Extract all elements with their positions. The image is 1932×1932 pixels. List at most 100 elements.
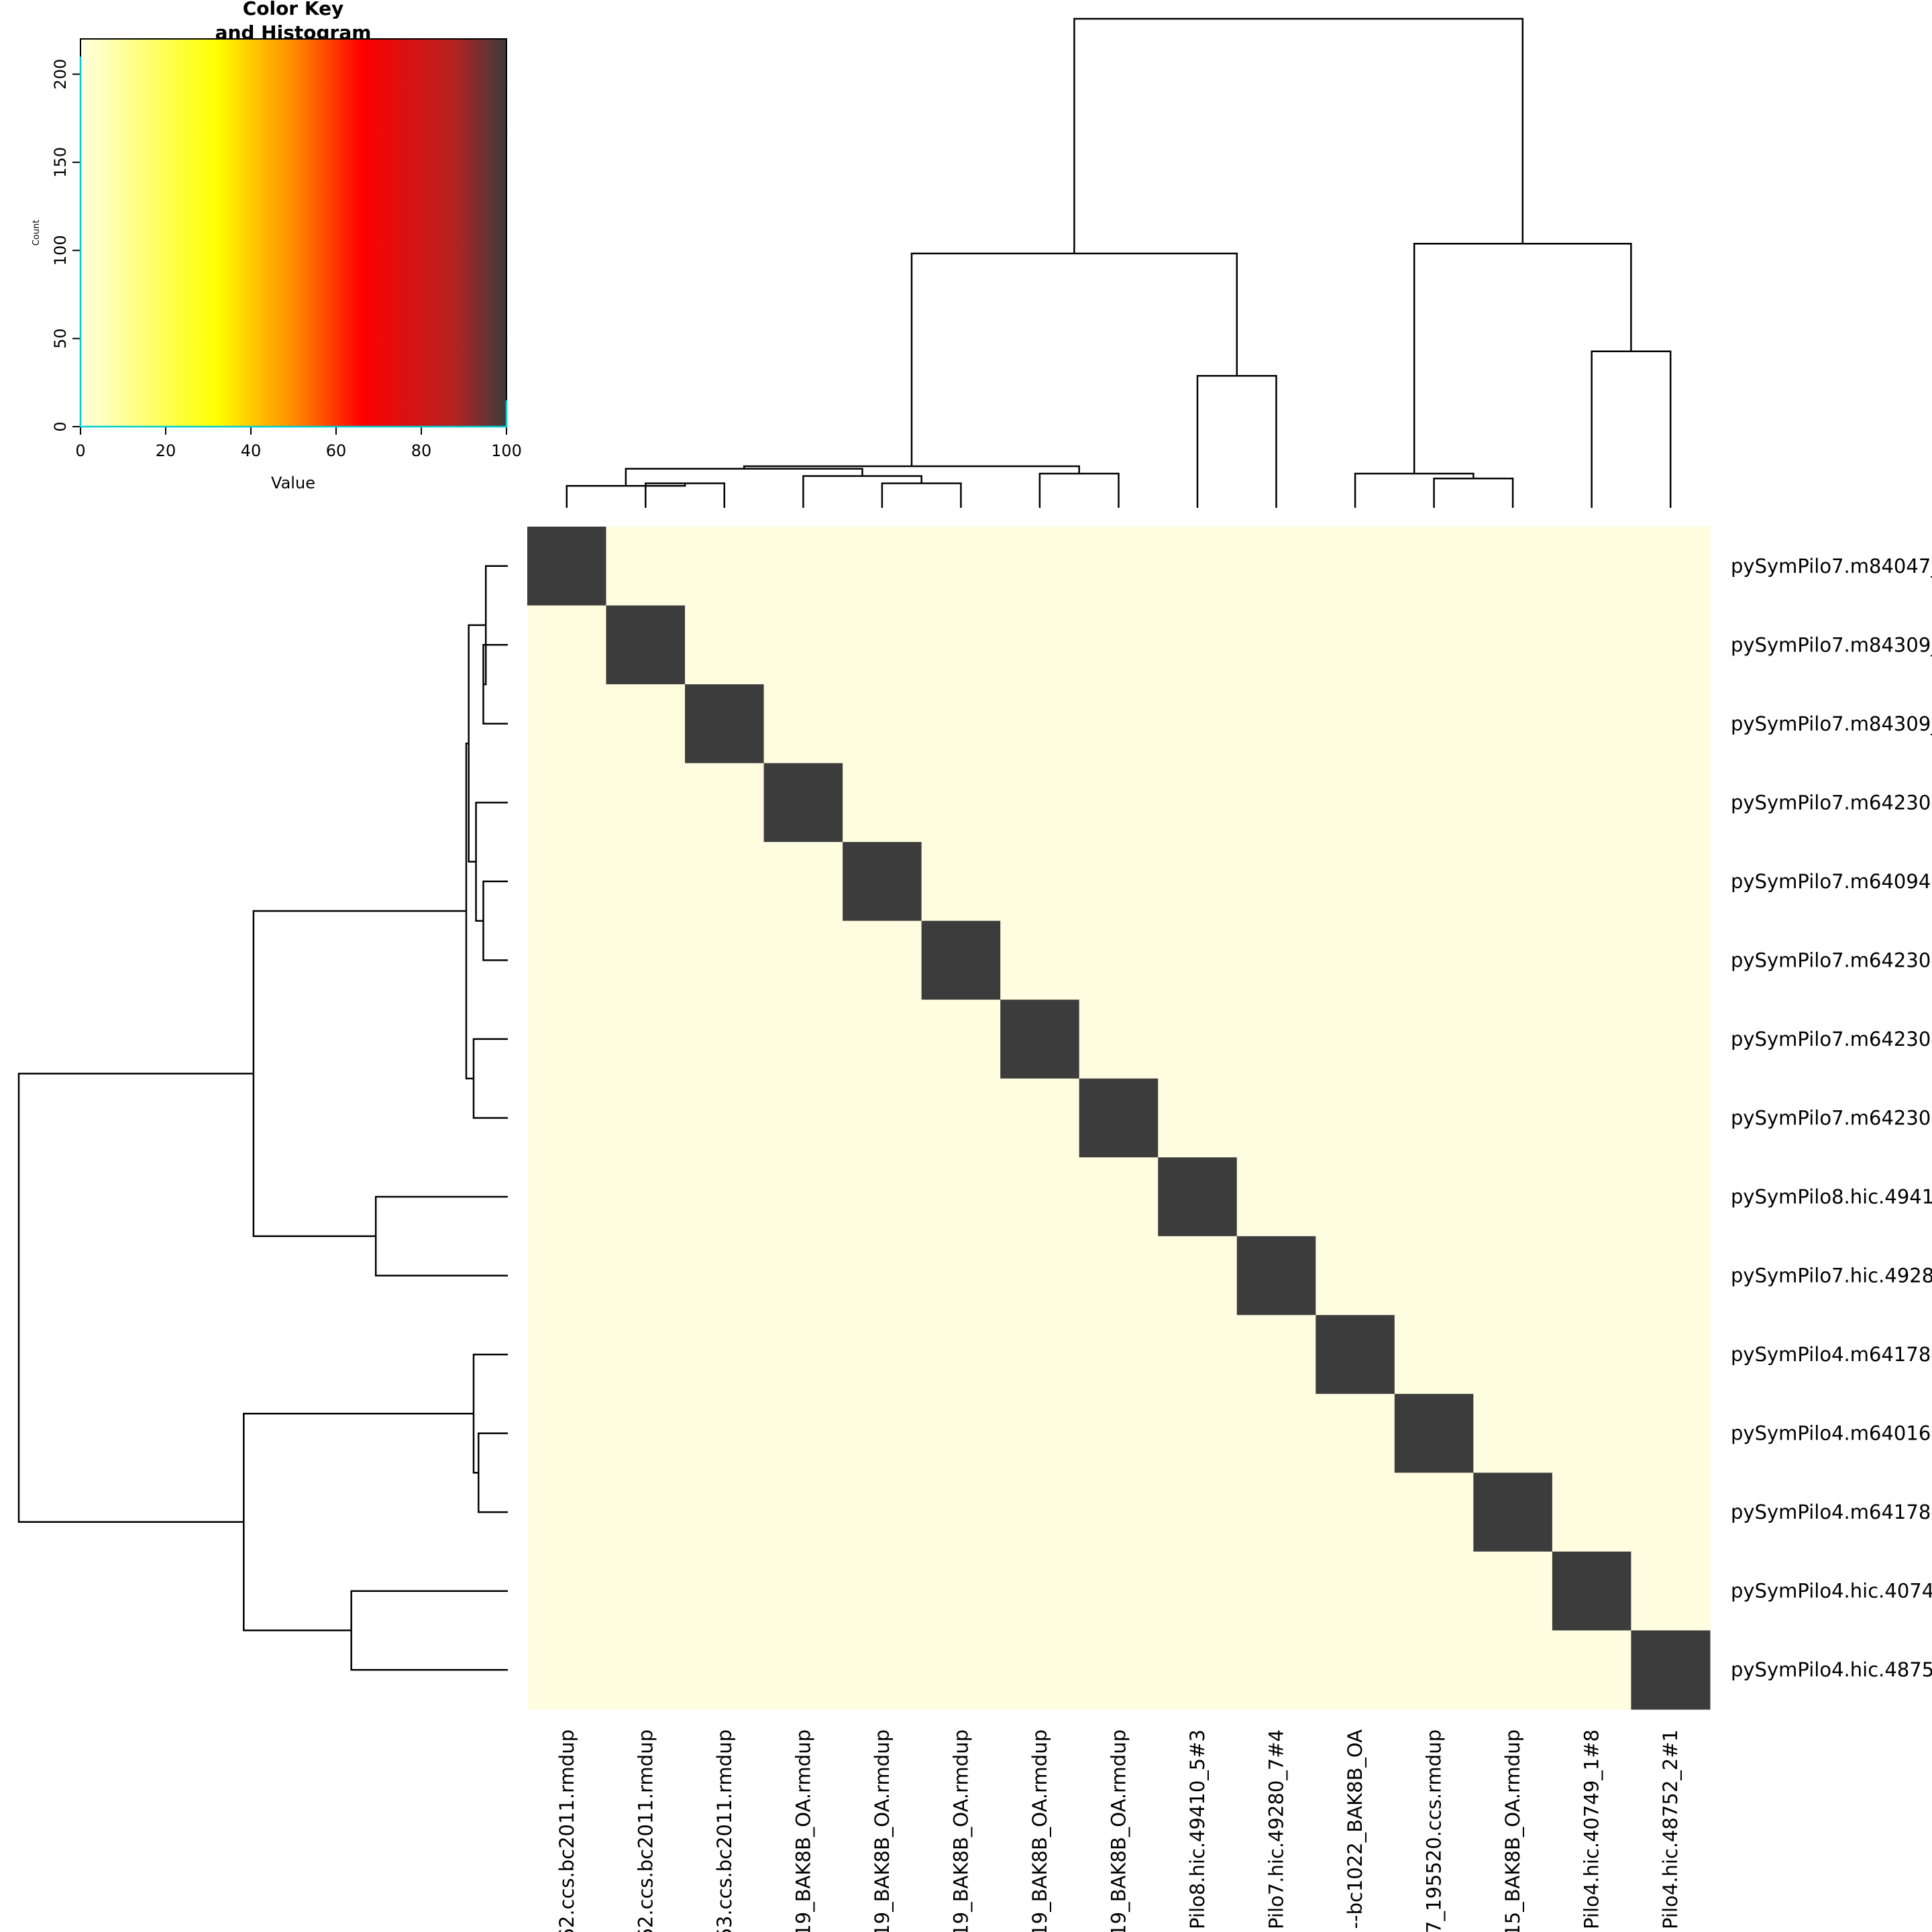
- color-key-x-tick-label: 60: [326, 441, 347, 460]
- heatmap-cell: [1394, 1078, 1474, 1158]
- heatmap-cell: [527, 1236, 607, 1316]
- color-key-x-tick-label: 100: [491, 441, 522, 460]
- row-dendrogram-branch: [17, 1073, 254, 1523]
- heatmap-cell: [1079, 527, 1159, 606]
- heatmap-cell: [1236, 1078, 1316, 1158]
- heatmap-cell: [1158, 527, 1238, 606]
- heatmap-cell: [1473, 763, 1553, 843]
- heatmap-cell: [527, 1630, 607, 1710]
- row-dendrogram-branch: [482, 880, 508, 961]
- heatmap-cell: [527, 842, 607, 922]
- heatmap-cell: [1473, 1551, 1553, 1631]
- heatmap-cell: [1316, 842, 1395, 922]
- row-dendrogram: [17, 565, 508, 1671]
- heatmap-cell: [685, 1157, 765, 1237]
- row-label: pySymPilo7.hic.4928: [1731, 1265, 1932, 1287]
- heatmap-cell: [1236, 920, 1316, 1000]
- heatmap-cell: [606, 527, 686, 606]
- heatmap-cell: [1158, 763, 1238, 843]
- heatmap-cell: [1552, 1315, 1632, 1395]
- row-dendrogram-branch: [472, 1038, 508, 1119]
- color-key: Color Key and Histogram 0 20 40 60 80 1000501…: [32, 0, 522, 492]
- heatmap-cell: [1316, 1315, 1395, 1395]
- heatmap-cell: [527, 1000, 607, 1079]
- heatmap-cell: [1316, 763, 1395, 843]
- heatmap-cell: [685, 684, 765, 764]
- heatmap-cell: [921, 920, 1001, 1000]
- column-dendrogram-branch: [566, 483, 686, 508]
- row-dendrogram-branch: [350, 1590, 508, 1671]
- heatmap-cell: [843, 920, 922, 1000]
- color-key-xlabel: Value: [271, 474, 315, 492]
- heatmap-cell: [763, 1315, 843, 1395]
- heatmap-cell: [685, 1236, 765, 1316]
- heatmap-cell: [1316, 527, 1395, 606]
- column-dendrogram-branch: [1196, 374, 1277, 508]
- heatmap-cell: [1079, 1393, 1159, 1473]
- heatmap-cell: [527, 1078, 607, 1158]
- heatmap-cell: [921, 1157, 1001, 1237]
- heatmap-cell: [763, 842, 843, 922]
- row-label: pySymPilo8.hic.4941: [1731, 1185, 1932, 1208]
- heatmap-cell: [1552, 763, 1632, 843]
- heatmap-cell: [763, 1393, 843, 1473]
- heatmap-cell: [921, 605, 1001, 685]
- column-dendrogram-branch: [910, 252, 1238, 466]
- heatmap-cell: [1236, 605, 1316, 685]
- heatmap-cell: [1394, 605, 1474, 685]
- heatmap-cell: [1316, 1551, 1395, 1631]
- color-key-ylabel: Count: [32, 220, 42, 246]
- heatmap-cell: [1236, 684, 1316, 764]
- heatmap-cell: [1631, 763, 1711, 843]
- heatmap-cell: [843, 842, 922, 922]
- row-label: pySymPilo4.hic.4875: [1731, 1658, 1932, 1681]
- heatmap-cell: [685, 842, 765, 922]
- heatmap-cell: [1000, 1472, 1080, 1552]
- heatmap-cell: [527, 1472, 607, 1552]
- heatmap-cell: [1000, 1157, 1080, 1237]
- column-label: 19_BAK8B_OA.rmdup: [1108, 1729, 1130, 1932]
- heatmap-cell: [606, 1078, 686, 1158]
- heatmap-cell: [1473, 1393, 1553, 1473]
- heatmap-cell: [685, 1630, 765, 1710]
- heatmap-cell: [685, 920, 765, 1000]
- heatmap-cell: [1473, 920, 1553, 1000]
- heatmap-cell: [1552, 1630, 1632, 1710]
- heatmap-cell: [1473, 684, 1553, 764]
- heatmap-cell: [1552, 527, 1632, 606]
- color-key-y-tick-label: 100: [51, 235, 70, 266]
- column-label: 63.ccs.bc2011.rmdup: [713, 1729, 736, 1932]
- heatmap-cell: [606, 1393, 686, 1473]
- heatmap-cell: [763, 605, 843, 685]
- heatmap-cell: [1079, 763, 1159, 843]
- heatmap-cell: [606, 605, 686, 685]
- heatmap-cell: [606, 1000, 686, 1079]
- heatmap-cell: [527, 684, 607, 764]
- column-label: 19_BAK8B_OA.rmdup: [792, 1729, 814, 1932]
- heatmap-cell: [1158, 920, 1238, 1000]
- column-label: 19_BAK8B_OA.rmdup: [949, 1729, 972, 1932]
- heatmap-cell: [1316, 1078, 1395, 1158]
- heatmap-cell: [1394, 1551, 1474, 1631]
- heatmap-cell: [1158, 605, 1238, 685]
- row-dendrogram-branch: [243, 1412, 474, 1631]
- heatmap-cell: [921, 1000, 1001, 1079]
- heatmap-cell: [606, 1236, 686, 1316]
- heatmap-cell: [685, 1393, 765, 1473]
- heatmap-cell: [527, 1157, 607, 1237]
- heatmap-cell: [1631, 1472, 1711, 1552]
- column-label: Pilo4.hic.48752_2#1: [1659, 1729, 1682, 1929]
- heatmap-cell: [1079, 605, 1159, 685]
- heatmap-cell: [921, 1393, 1001, 1473]
- heatmap-cell: [1473, 842, 1553, 922]
- row-label: pySymPilo7.m64094e: [1731, 870, 1932, 893]
- heatmap-cell: [1158, 1551, 1238, 1631]
- heatmap-cell: [843, 527, 922, 606]
- heatmap-cell: [921, 1630, 1001, 1710]
- heatmap-cell: [1236, 763, 1316, 843]
- heatmap-cell: [1236, 1472, 1316, 1552]
- heatmap-cell: [1079, 1630, 1159, 1710]
- heatmap-cell: [685, 1315, 765, 1395]
- row-label: pySymPilo7.m84309_: [1731, 712, 1932, 735]
- heatmap-cell: [843, 605, 922, 685]
